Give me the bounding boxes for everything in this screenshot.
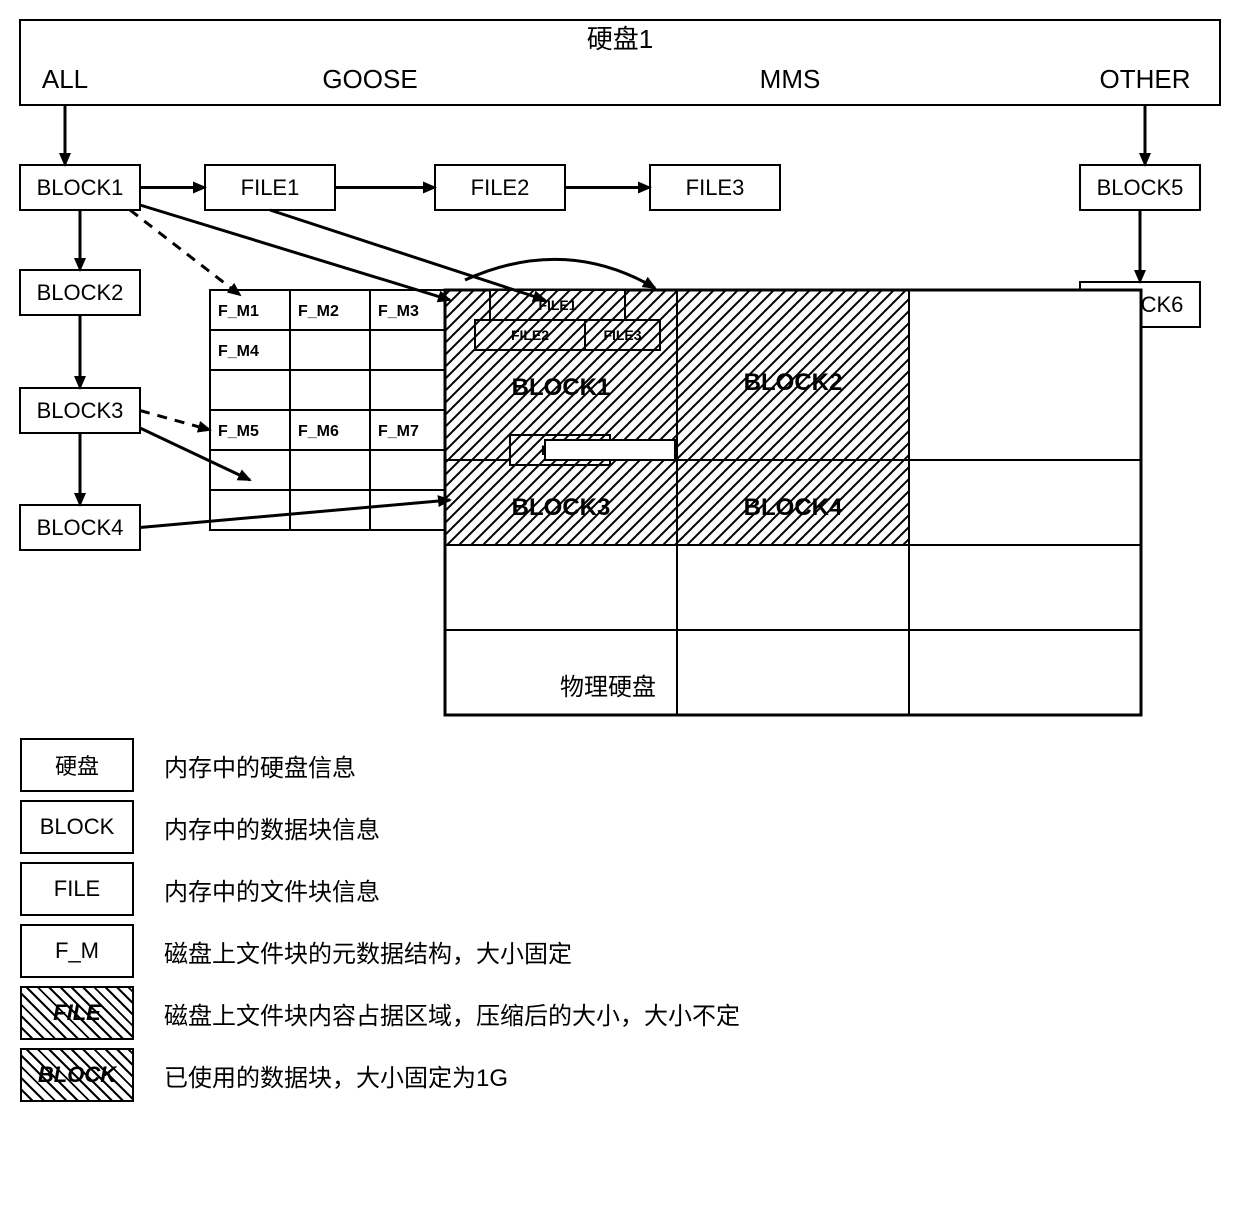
fm-cell: F_M1 [218,303,259,320]
legend: 硬盘内存中的硬盘信息 BLOCK 内存中的数据块信息 FILE 内存中的文件块信息 F_M… [10,738,1240,1102]
legend-row: FILE 磁盘上文件块内容占据区域，压缩后的大小，大小不定 [20,986,1240,1040]
fm-cell: F_M4 [218,343,259,360]
storage-diagram: 硬盘1 ALL GOOSE MMS OTHER BLOCK1 BLOCK2 BLOCK3 BLO… [10,10,1230,730]
fm-cell: F_M3 [378,303,419,320]
disk-caption: 物理硬盘 [560,674,656,701]
legend-desc: 内存中的文件块信息 [164,872,380,907]
file-label: FILE2 [471,175,530,200]
disk-block-label: BLOCK1 [512,374,611,401]
header-col: GOOSE [322,64,417,94]
legend-row: 硬盘内存中的硬盘信息 [20,738,1240,792]
file-label: FILE3 [686,175,745,200]
block-label: BLOCK4 [37,515,124,540]
legend-desc: 已使用的数据块，大小固定为1G [164,1058,508,1093]
disk-block-label: BLOCK3 [512,494,611,521]
legend-desc: 磁盘上文件块内容占据区域，压缩后的大小，大小不定 [164,996,740,1031]
legend-desc: 内存中的硬盘信息 [164,748,356,783]
legend-row: BLOCK 已使用的数据块，大小固定为1G [20,1048,1240,1102]
file-label: FILE1 [241,175,300,200]
legend-row: BLOCK 内存中的数据块信息 [20,800,1240,854]
fm-cell: F_M5 [218,423,259,440]
disk-block-label: BLOCK4 [744,494,843,521]
header-col: MMS [760,64,821,94]
legend-box: BLOCK [20,800,134,854]
block-label: BLOCK1 [37,175,124,200]
legend-box: BLOCK [20,1048,134,1102]
disk-file-label: FILE2 [511,327,549,343]
arrow [140,411,210,431]
legend-desc: 磁盘上文件块的元数据结构，大小固定 [164,934,572,969]
fm-cell: F_M6 [298,423,339,440]
legend-box: FILE [20,862,134,916]
block-label: BLOCK2 [37,280,124,305]
arrow [130,210,240,295]
legend-box: 硬盘 [20,738,134,792]
fm-cell: F_M7 [378,423,419,440]
disk-block-label: BLOCK2 [744,369,843,396]
fm-cell: F_M2 [298,303,339,320]
legend-row: FILE 内存中的文件块信息 [20,862,1240,916]
header-col: ALL [42,64,88,94]
legend-box: F_M [20,924,134,978]
legend-box: FILE [20,986,134,1040]
header-col: OTHER [1100,64,1191,94]
legend-row: F_M 磁盘上文件块的元数据结构，大小固定 [20,924,1240,978]
legend-desc: 内存中的数据块信息 [164,810,380,845]
header-title: 硬盘1 [587,24,653,54]
disk-file-label: FILE3 [603,327,641,343]
block-label: BLOCK5 [1097,175,1184,200]
block-label: BLOCK3 [37,398,124,423]
